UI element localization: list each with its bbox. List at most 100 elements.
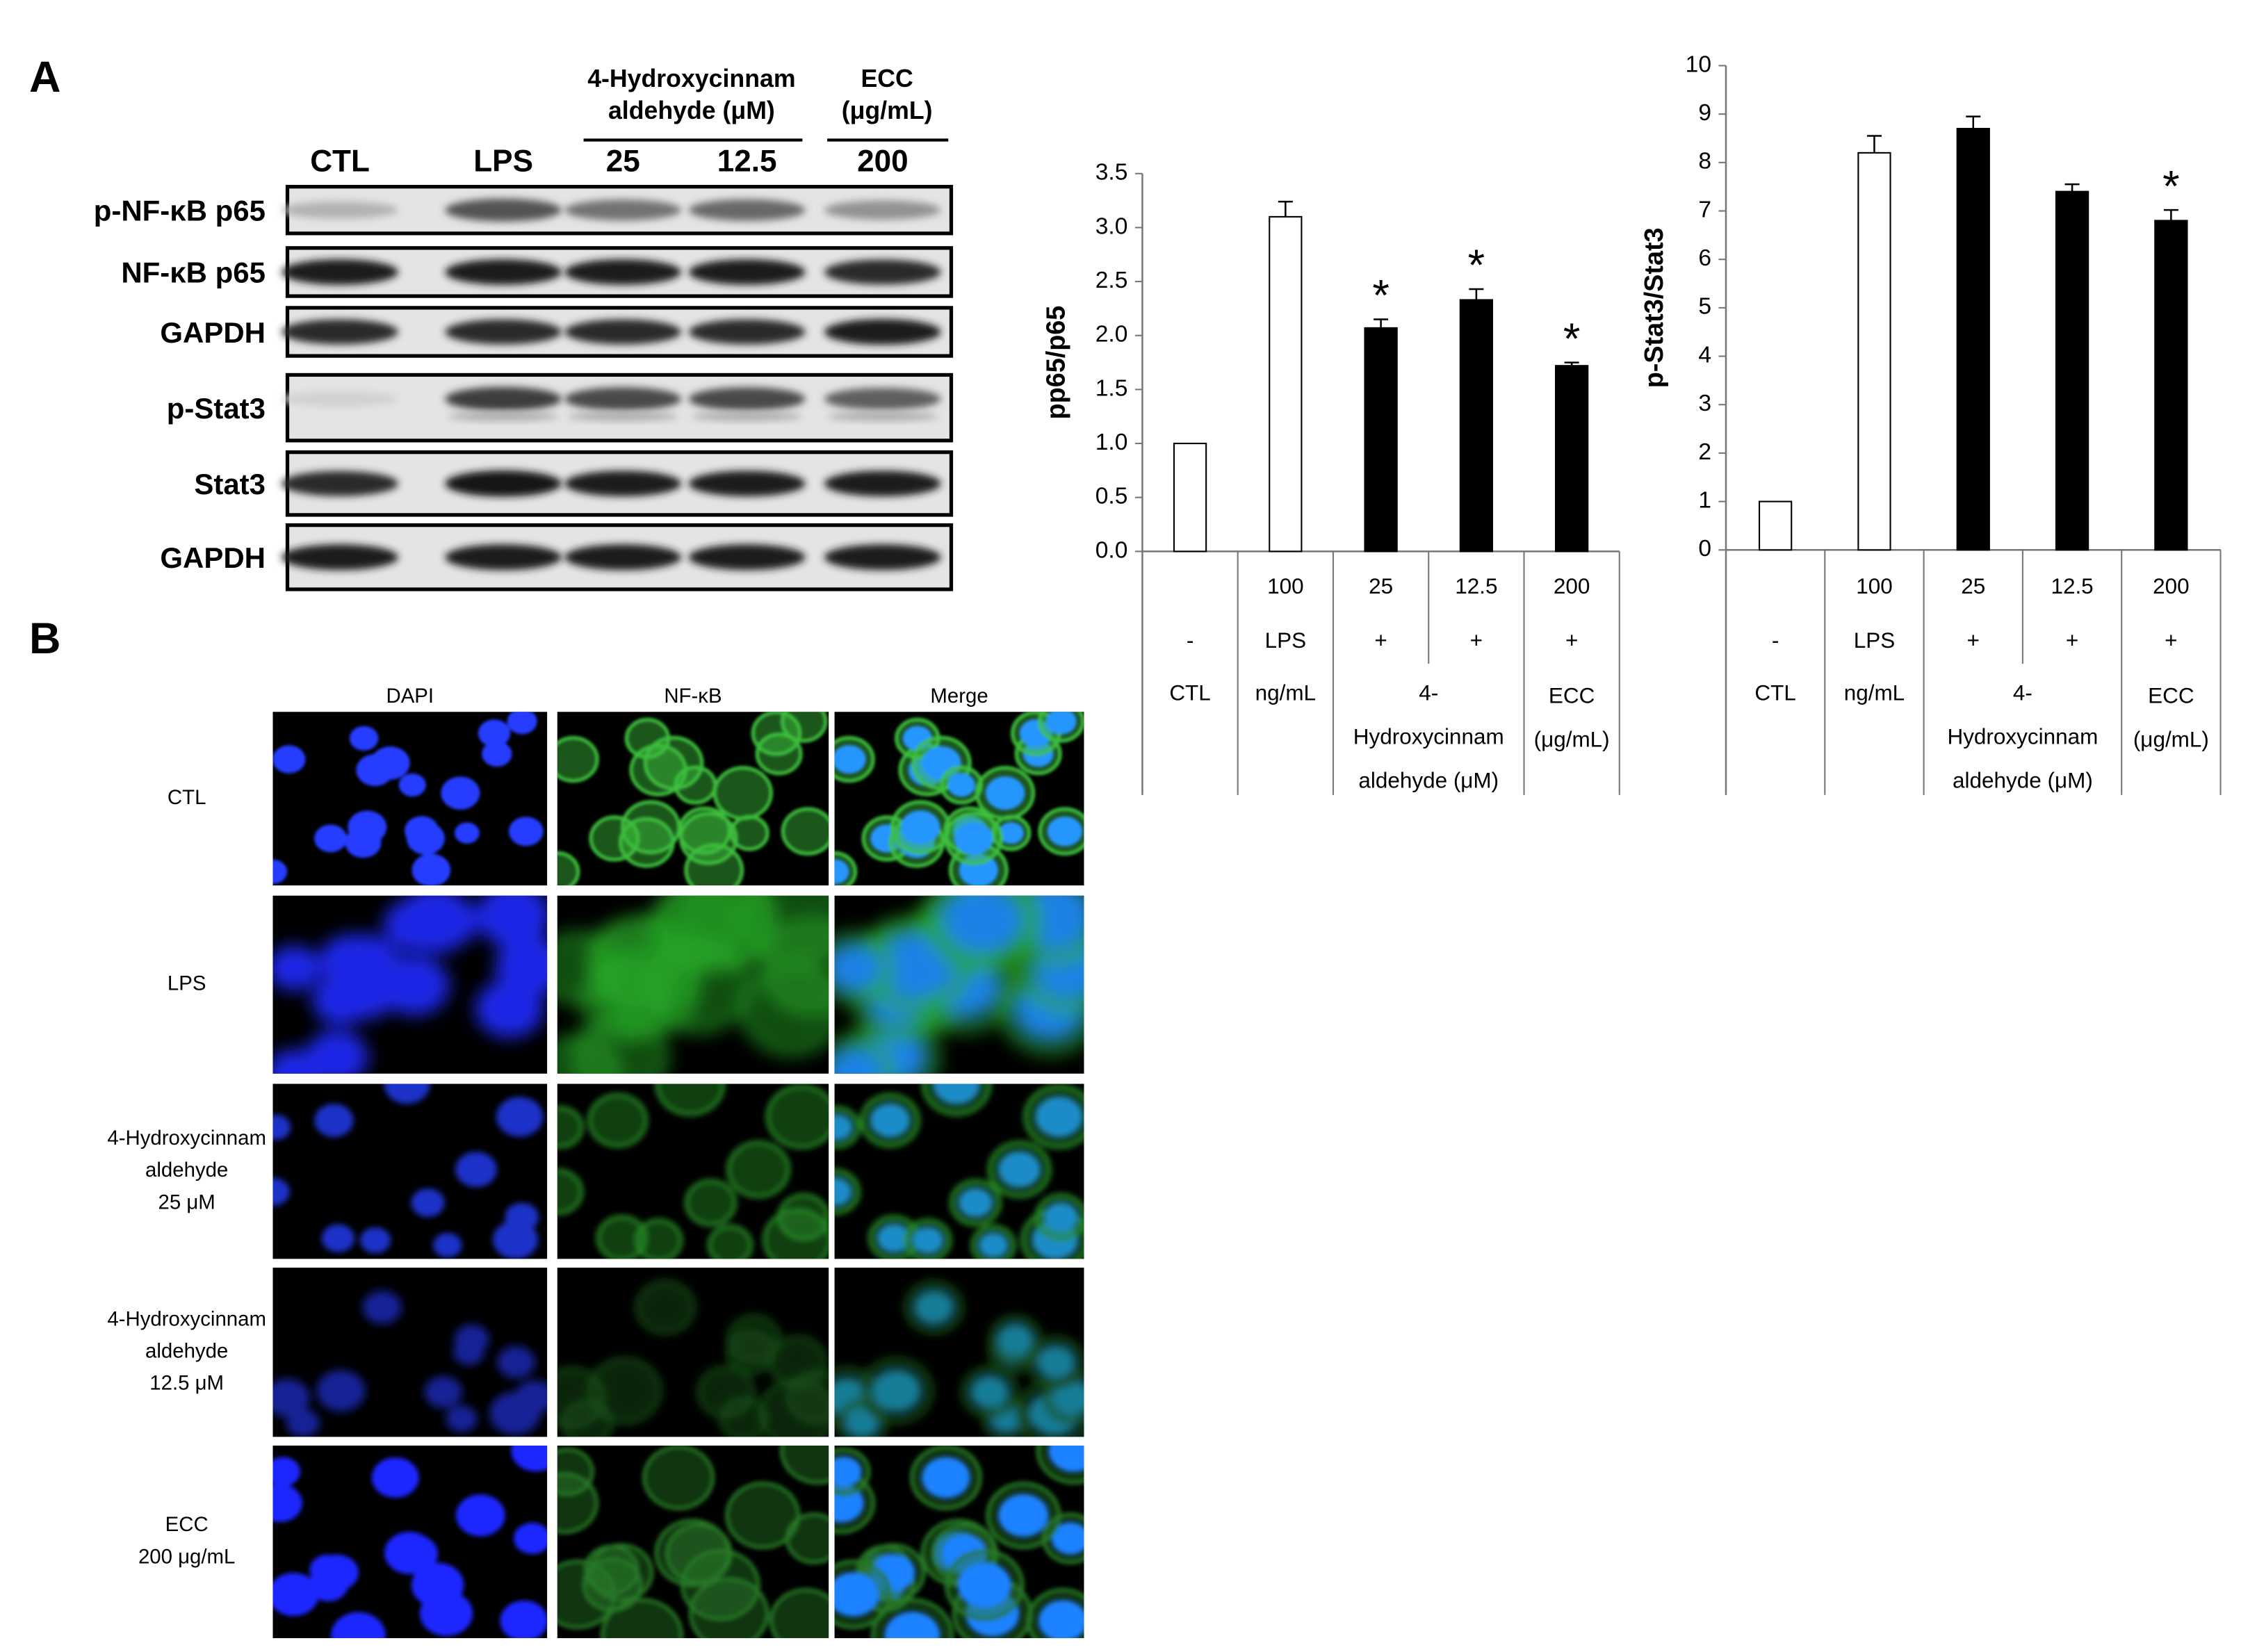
cell-group (557, 1083, 829, 1259)
error-bar (1278, 200, 1293, 217)
cytoplasm (635, 1218, 683, 1259)
nucleus (834, 1114, 852, 1140)
blot-band (688, 199, 806, 221)
nucleus (1038, 1600, 1084, 1639)
nucleus (496, 1097, 544, 1137)
cytoplasm (620, 800, 681, 855)
cells (272, 712, 544, 886)
nucleus (845, 1409, 879, 1437)
table-cell: 100 (1267, 574, 1304, 598)
bar (1857, 152, 1891, 551)
row-label: aldehyde (145, 1159, 228, 1181)
blot-row-label: GAPDH (160, 316, 266, 349)
nucleus (326, 933, 400, 997)
nucleus (393, 1535, 438, 1573)
nucleus (272, 1378, 310, 1417)
nucleus (348, 810, 387, 844)
bar (1459, 299, 1494, 553)
nucleus (872, 1370, 921, 1412)
error-bar (2163, 208, 2178, 221)
nucleus (1046, 712, 1077, 735)
blot-band (824, 259, 941, 285)
cytoplasm (725, 1481, 801, 1550)
blot-band (688, 259, 806, 285)
nucleus (359, 1227, 391, 1254)
bar (1759, 500, 1793, 551)
cytoplasm (655, 1083, 726, 1116)
nucleus (314, 1104, 354, 1138)
column-header: Merge (930, 685, 988, 708)
cells (272, 1083, 544, 1259)
nucleus (514, 1522, 548, 1555)
nucleus (272, 1573, 319, 1617)
blot-band (445, 198, 562, 222)
y-tick-label: 3 (1698, 391, 1711, 416)
nucleus (834, 859, 849, 884)
row-label: ECC (165, 1513, 209, 1536)
blot-row-label: NF-κB p65 (121, 256, 266, 289)
cells (834, 1280, 1084, 1437)
blot-band (688, 319, 806, 345)
row-label: CTL (168, 786, 206, 809)
y-tick-label: 4 (1698, 342, 1711, 368)
nucleus (997, 1324, 1033, 1355)
nucleus (314, 824, 348, 853)
blot-band (824, 544, 941, 571)
blot-header: 4-Hydroxycinnam (587, 65, 795, 92)
nucleus (1044, 1202, 1078, 1232)
cell-group (834, 1083, 1084, 1259)
row-label: 4-Hydroxycinnam (107, 1307, 266, 1330)
blot-band (282, 201, 399, 219)
cell-group (272, 1446, 548, 1639)
nucleus (877, 1224, 911, 1252)
blot-band (567, 411, 678, 421)
cytoplasm (635, 1280, 696, 1335)
nucleus (1035, 1097, 1083, 1137)
blot-band (691, 411, 803, 421)
table-cell: + (2066, 628, 2078, 653)
y-tick-label: 5 (1698, 294, 1711, 320)
table-cell: 200 (1554, 574, 1590, 598)
y-tick-label: 0.5 (1095, 484, 1128, 509)
group-label: aldehyde (μM) (1358, 768, 1499, 792)
group-label: ECC (1549, 684, 1595, 708)
table-cell: 12.5 (2051, 574, 2093, 598)
group-label: aldehyde (μM) (1953, 768, 2093, 792)
blot-band (688, 387, 806, 411)
row-label: LPS (168, 972, 206, 995)
blot-header: ECC (861, 65, 913, 92)
cell-group (557, 712, 829, 886)
cell-group (834, 895, 1084, 1074)
blot-band (445, 259, 562, 285)
blot-band (282, 544, 399, 571)
bar (1364, 327, 1398, 553)
panel-label: B (29, 614, 60, 663)
nucleus (500, 1600, 548, 1639)
blot-band (564, 319, 682, 345)
nucleus (979, 1233, 1008, 1258)
y-tick-label: 1 (1698, 487, 1711, 513)
group-label: (μg/mL) (1534, 728, 1610, 752)
bar (2055, 190, 2089, 551)
y-tick-label: 1.5 (1095, 375, 1128, 401)
cell-group (272, 1083, 544, 1259)
cells (834, 1083, 1084, 1259)
row-label: 25 μM (158, 1191, 215, 1213)
blot-band (448, 411, 559, 421)
cytoplasm (557, 1447, 594, 1496)
nucleus (1052, 1522, 1084, 1555)
nucleus (901, 810, 940, 844)
cells (557, 1446, 829, 1639)
blot-header: (μg/mL) (842, 97, 933, 124)
table-cell: + (1565, 628, 1578, 653)
group-label: (μg/mL) (2133, 728, 2209, 752)
y-tick-label: 7 (1698, 197, 1711, 222)
blot-band (688, 471, 806, 497)
nucleus (349, 726, 379, 751)
nucleus (954, 822, 993, 855)
cytoplasm (660, 895, 776, 973)
cells (557, 895, 829, 1074)
cells (557, 712, 829, 886)
cytoplasm (780, 712, 828, 743)
